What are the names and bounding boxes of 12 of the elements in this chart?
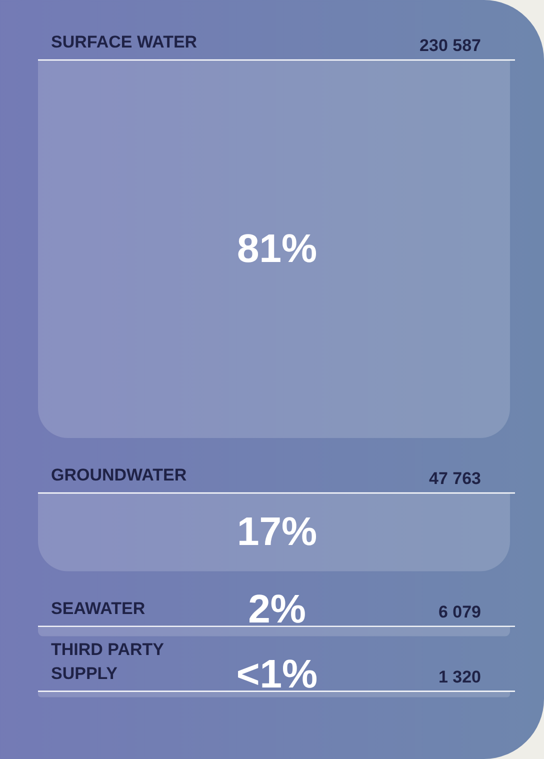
data-label: 1 320: [438, 667, 481, 686]
category-label: SEAWATER: [51, 598, 146, 618]
text: 81%: [236, 227, 318, 271]
category-label: SURFACE WATER: [51, 32, 198, 52]
data-label: 6 079: [438, 602, 481, 622]
data-label: 47 763: [429, 469, 481, 488]
category-label: GROUNDWATER: [51, 466, 187, 484]
text: 2%: [248, 587, 306, 632]
text: <1%: [236, 652, 318, 696]
text: 17%: [236, 510, 318, 554]
data-label: 230 587: [420, 36, 481, 55]
category-label: THIRD PARTY SUPPLY: [51, 640, 168, 683]
